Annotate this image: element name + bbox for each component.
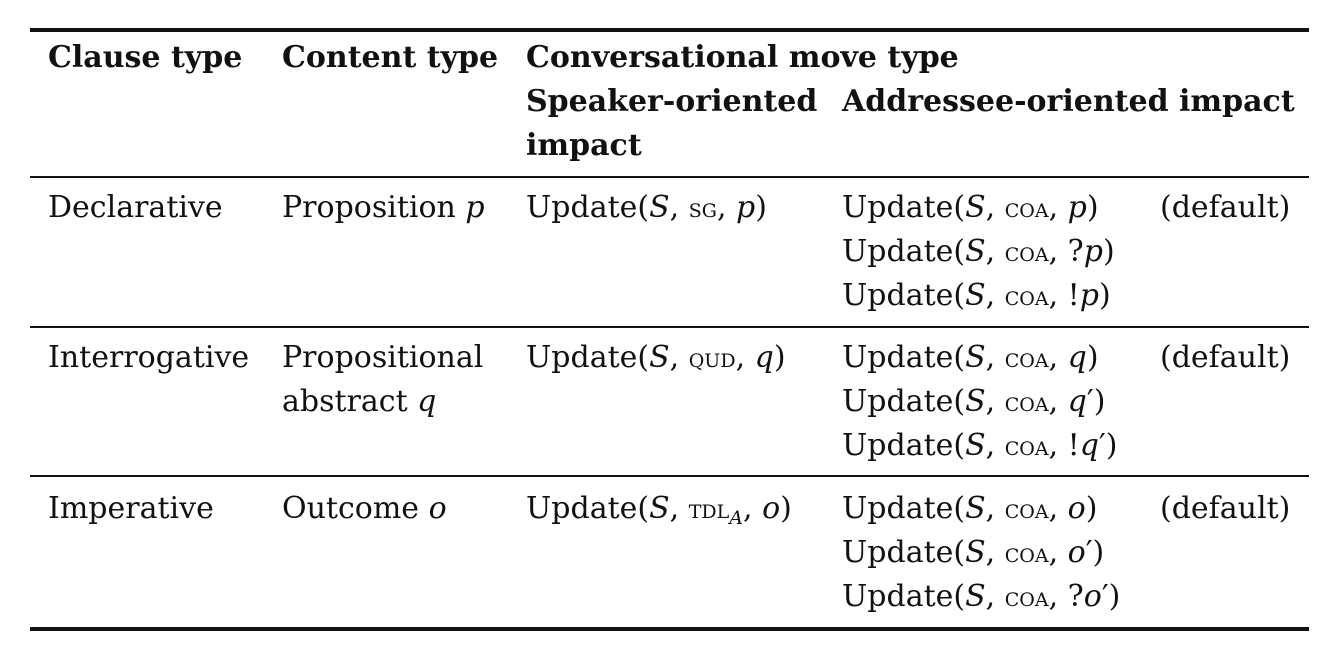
row-interrogative-default: (default) xyxy=(1160,340,1291,375)
row-declarative-speaker-update: Update(S, sg, p) xyxy=(526,190,767,225)
table-bottom-rule xyxy=(30,627,1309,631)
row-interrogative-addressee-update-3: Update(S, coa, !q′) xyxy=(842,428,1118,463)
row-imperative-content: Outcome o xyxy=(282,491,447,526)
header-speaker-line1: Speaker-oriented xyxy=(526,84,818,119)
table-header-rule xyxy=(30,176,1309,178)
table-top-rule xyxy=(30,28,1309,32)
header-addressee: Addressee-oriented impact xyxy=(842,84,1295,119)
row-declarative-addressee-update-2: Update(S, coa, ?p) xyxy=(842,234,1115,269)
row-imperative-speaker-update: Update(S, tdlA, o) xyxy=(526,491,792,529)
row-declarative-clause: Declarative xyxy=(48,190,223,225)
row-imperative-addressee-update-1: Update(S, coa, o) xyxy=(842,491,1098,526)
row-interrogative-speaker-update: Update(S, qud, q) xyxy=(526,340,786,375)
table-row-rule-1 xyxy=(30,326,1309,328)
header-move-type: Conversational move type xyxy=(526,40,959,75)
row-interrogative-addressee-update-2: Update(S, coa, q′) xyxy=(842,384,1106,419)
row-interrogative-content-line2: abstract q xyxy=(282,384,437,419)
table-row-rule-2 xyxy=(30,475,1309,477)
row-interrogative-clause: Interrogative xyxy=(48,340,250,375)
row-imperative-addressee-update-2: Update(S, coa, o′) xyxy=(842,535,1105,570)
row-declarative-default: (default) xyxy=(1160,190,1291,225)
row-declarative-addressee-update-3: Update(S, coa, !p) xyxy=(842,278,1111,313)
row-imperative-addressee-update-3: Update(S, coa, ?o′) xyxy=(842,579,1121,614)
row-imperative-clause: Imperative xyxy=(48,491,214,526)
row-imperative-default: (default) xyxy=(1160,491,1291,526)
header-speaker-line2: impact xyxy=(526,128,642,163)
row-declarative-addressee-update-1: Update(S, coa, p) xyxy=(842,190,1099,225)
header-clause-type: Clause type xyxy=(48,40,243,75)
row-interrogative-content-line1: Propositional xyxy=(282,340,484,375)
header-content-type: Content type xyxy=(282,40,499,75)
row-interrogative-addressee-update-1: Update(S, coa, q) xyxy=(842,340,1099,375)
row-declarative-content: Proposition p xyxy=(282,190,485,225)
